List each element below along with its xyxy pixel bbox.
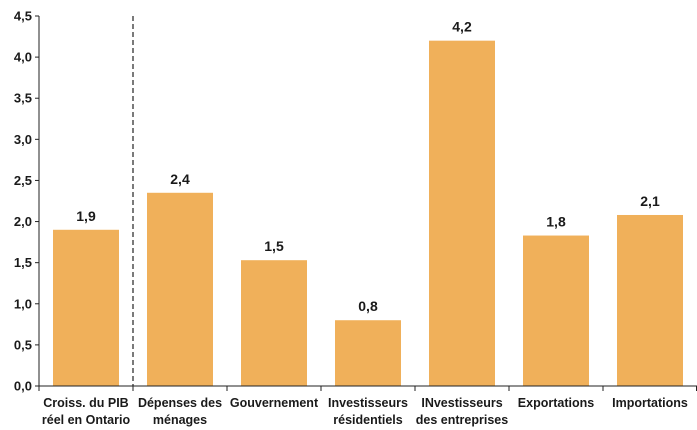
y-tick-label: 3,0 [14,132,32,147]
data-labels: 1,9 2,4 1,5 0,8 4,2 1,8 2,1 [76,19,660,315]
x-axis [38,16,697,391]
category-label: résidentiels [333,413,403,427]
bar [53,229,119,386]
bar [147,192,213,386]
category-label: Exportations [518,396,594,410]
bar [241,260,307,386]
category-label: Dépenses des [138,396,222,410]
category-label: Importations [612,396,688,410]
y-tick-label: 1,0 [14,296,32,311]
data-label: 4,2 [452,19,472,35]
data-label: 1,9 [76,208,96,224]
data-label: 1,5 [264,238,284,254]
y-tick-label: 1,5 [14,255,32,270]
bars [53,40,683,387]
bar [617,214,683,386]
y-tick-label: 0,5 [14,337,32,352]
category-labels: Croiss. du PIB réel en Ontario Dépenses de… [42,396,688,427]
category-label: Investisseurs [328,396,408,410]
y-tick-label: 2,5 [14,173,32,188]
bar [523,235,589,386]
data-label: 2,1 [640,193,660,209]
data-label: 1,8 [546,214,566,230]
y-tick-label: 2,0 [14,214,32,229]
category-label: Croiss. du PIB [43,396,128,410]
data-label: 2,4 [170,171,190,187]
category-label: des entreprises [416,413,508,427]
category-label: Gouvernement [230,396,319,410]
category-label: réel en Ontario [42,413,131,427]
category-label: ménages [153,413,207,427]
data-label: 0,8 [358,298,378,314]
category-label: INvestisseurs [421,396,502,410]
y-tick-label: 3,5 [14,91,32,106]
y-tick-label: 0,0 [14,379,32,394]
y-tick-label: 4,0 [14,50,32,65]
y-tick-label: 4,5 [14,9,32,24]
bar [335,320,401,386]
y-axis: 0,0 0,5 1,0 1,5 2,0 2,5 3,0 3,5 4,0 4,5 [14,9,40,394]
bar [429,40,495,387]
